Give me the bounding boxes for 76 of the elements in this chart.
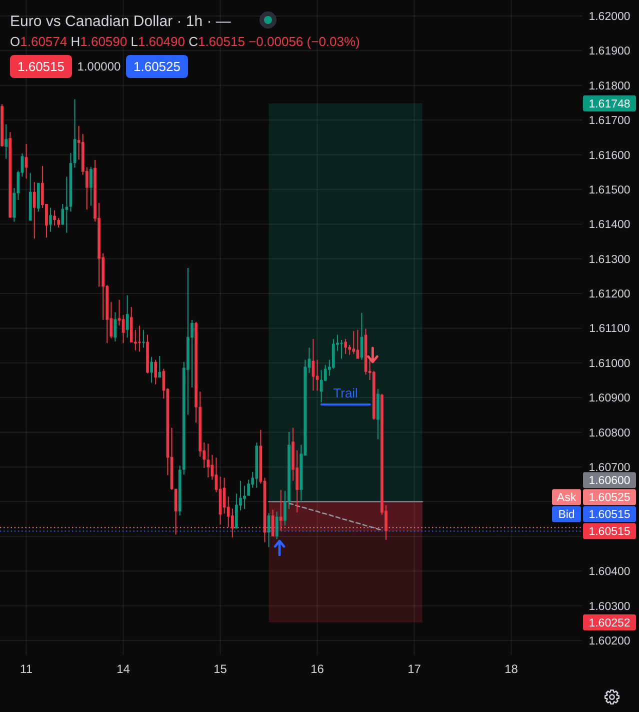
text: 1.60525 xyxy=(588,492,630,504)
x-tick-label: 16 xyxy=(310,662,324,676)
candlestick xyxy=(284,490,286,526)
candlestick xyxy=(53,210,56,226)
x-tick-label: 14 xyxy=(116,662,130,676)
y-tick-label: 1.60800 xyxy=(588,427,630,440)
candlestick xyxy=(32,182,36,239)
annotation: 1.00000 xyxy=(77,60,122,74)
candlestick xyxy=(267,513,270,548)
text: O1.60574 H1.60590 L1.60490 C1.60515 −0.00056 (−0.03%) xyxy=(10,34,360,49)
line-series xyxy=(288,502,383,531)
y-tick-label: 1.61300 xyxy=(588,254,630,266)
candlestick xyxy=(255,442,258,488)
candlestick xyxy=(150,356,153,383)
candlestick xyxy=(271,510,274,536)
y-tick-label: 1.60400 xyxy=(588,566,630,578)
legend-label: Ask xyxy=(556,492,576,504)
candlestick xyxy=(126,295,129,338)
candlestick xyxy=(154,360,158,384)
annotation: 1.60525 xyxy=(134,59,180,74)
y-tick-label: 1.62000 xyxy=(588,10,630,23)
x-tick-label: 17 xyxy=(408,662,422,676)
candlestick xyxy=(57,218,60,228)
y-tick-label: 1.61200 xyxy=(588,288,630,301)
candlestick xyxy=(206,444,210,478)
x-tick-label: 15 xyxy=(214,662,228,676)
candlestick xyxy=(0,104,4,147)
candlestick xyxy=(73,99,76,168)
y-tick-label: 1.61400 xyxy=(588,219,630,232)
text: 1.60252 xyxy=(588,617,630,630)
candlestick xyxy=(279,490,282,530)
candlestick xyxy=(8,132,12,218)
y-tick-label: 1.61600 xyxy=(588,150,630,162)
candlestick xyxy=(158,356,162,378)
candlestick xyxy=(146,334,149,374)
y-tick-label: 1.61800 xyxy=(588,80,630,92)
candlestick xyxy=(24,144,28,179)
candlestick xyxy=(360,312,364,360)
candlestick xyxy=(114,312,117,342)
candlestick xyxy=(138,326,141,352)
legend-label: Bid xyxy=(558,509,575,522)
y-tick-label: 1.61700 xyxy=(588,115,630,128)
candlestick xyxy=(142,330,145,348)
y-tick-label: 1.61500 xyxy=(588,184,630,196)
candlestick xyxy=(65,176,68,233)
candlestick xyxy=(344,338,347,354)
candlestick xyxy=(4,124,8,159)
text: 1.61748 xyxy=(588,98,630,110)
y-tick-label: 1.61900 xyxy=(588,46,630,58)
y-tick-label: 1.61100 xyxy=(589,323,630,336)
candlestick xyxy=(275,512,278,540)
x-tick-label: 18 xyxy=(504,662,518,676)
y-tick-label: 1.60900 xyxy=(588,392,630,405)
candlestick xyxy=(356,330,360,359)
text: 1.60515 xyxy=(588,526,630,538)
series-label: Trail xyxy=(333,386,358,401)
y-tick-label: 1.60200 xyxy=(588,635,630,648)
candlestick xyxy=(178,466,182,516)
candlestick xyxy=(174,488,178,535)
text: 1.60515 xyxy=(588,509,630,522)
candlestick xyxy=(90,166,92,206)
y-tick-label: 1.61000 xyxy=(588,358,630,370)
candlestick xyxy=(28,173,32,221)
candlestick xyxy=(312,338,315,391)
x-tick-label: 11 xyxy=(20,662,33,676)
candlestick xyxy=(49,208,52,232)
candlestick xyxy=(69,152,72,212)
text: 1.60600 xyxy=(588,475,630,488)
annotation: 1.60515 xyxy=(18,59,64,74)
candlestick xyxy=(376,388,380,440)
candlestick xyxy=(288,432,290,509)
y-tick-label: 1.60300 xyxy=(588,600,630,613)
y-tick-label: 1.60700 xyxy=(588,462,630,474)
text: Euro vs Canadian Dollar · 1h · — xyxy=(10,13,231,30)
candlestick xyxy=(12,188,16,222)
candlestick xyxy=(36,182,40,212)
